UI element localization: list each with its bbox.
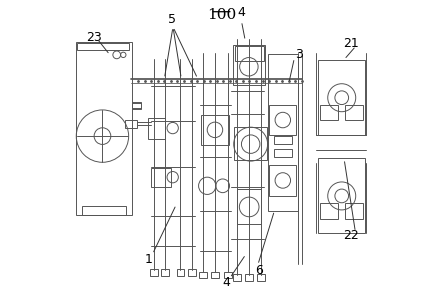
Bar <box>245 274 253 281</box>
Bar <box>211 271 219 278</box>
Bar <box>201 115 229 145</box>
Bar <box>82 206 126 215</box>
Bar <box>224 271 232 278</box>
Bar <box>269 105 296 135</box>
Bar <box>268 54 298 210</box>
Bar <box>77 43 129 50</box>
Bar <box>269 165 296 196</box>
Text: 22: 22 <box>343 229 359 242</box>
Bar <box>233 274 241 281</box>
Bar <box>148 118 165 139</box>
Bar <box>345 105 363 120</box>
Bar <box>233 45 265 85</box>
Bar <box>177 269 184 276</box>
Bar <box>320 203 338 219</box>
Bar <box>125 120 137 128</box>
Text: 23: 23 <box>86 31 102 44</box>
Bar <box>318 60 365 135</box>
Text: 1: 1 <box>145 253 152 266</box>
Bar <box>257 274 264 281</box>
Bar <box>199 271 207 278</box>
Bar <box>150 269 158 276</box>
Text: 4: 4 <box>237 6 245 19</box>
Text: 5: 5 <box>168 13 176 26</box>
Text: 100: 100 <box>207 8 236 22</box>
Bar <box>76 42 132 215</box>
Bar <box>274 136 292 144</box>
Text: 21: 21 <box>343 37 359 50</box>
Bar <box>318 158 365 234</box>
Bar <box>274 149 292 157</box>
Bar <box>161 269 169 276</box>
Bar <box>151 168 171 187</box>
Text: 3: 3 <box>295 48 303 61</box>
Bar <box>234 126 267 160</box>
Bar <box>345 203 363 219</box>
Bar <box>237 189 261 225</box>
Bar <box>132 102 141 109</box>
Bar <box>235 46 264 61</box>
Text: 6: 6 <box>255 264 263 277</box>
Bar <box>320 105 338 120</box>
Bar <box>188 269 196 276</box>
Text: 4: 4 <box>223 276 230 289</box>
